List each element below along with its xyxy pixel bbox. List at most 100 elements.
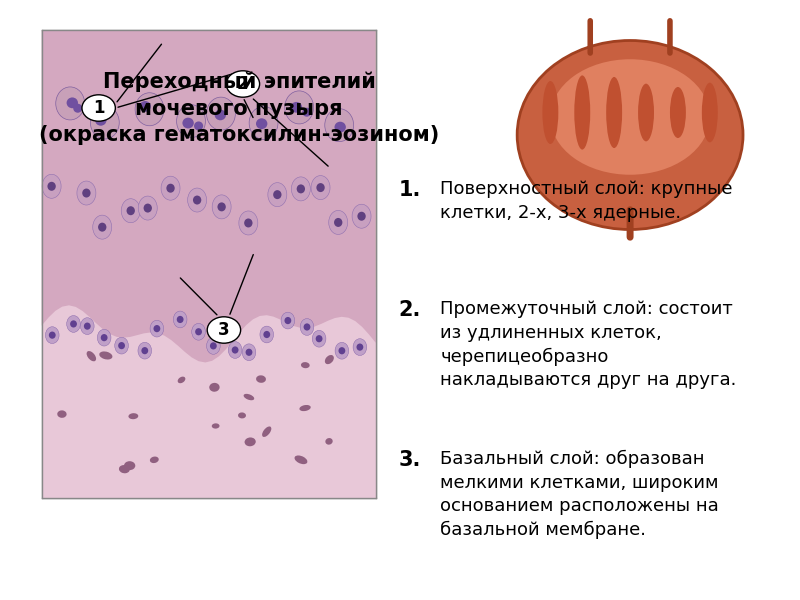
Ellipse shape xyxy=(47,182,56,191)
Ellipse shape xyxy=(166,184,174,193)
Ellipse shape xyxy=(90,106,119,139)
Ellipse shape xyxy=(46,327,59,344)
Ellipse shape xyxy=(638,83,654,142)
Ellipse shape xyxy=(177,104,206,137)
Ellipse shape xyxy=(303,323,310,331)
Ellipse shape xyxy=(138,196,158,220)
Ellipse shape xyxy=(135,93,164,126)
Ellipse shape xyxy=(263,331,270,338)
Ellipse shape xyxy=(212,195,231,219)
Circle shape xyxy=(226,71,259,97)
Ellipse shape xyxy=(188,188,206,212)
Text: 1: 1 xyxy=(93,99,104,117)
Ellipse shape xyxy=(74,104,82,113)
Text: 3.: 3. xyxy=(398,450,421,470)
Ellipse shape xyxy=(124,461,135,470)
Ellipse shape xyxy=(670,87,686,138)
Ellipse shape xyxy=(334,218,342,227)
Ellipse shape xyxy=(174,311,187,328)
Ellipse shape xyxy=(352,204,371,228)
Ellipse shape xyxy=(542,81,558,144)
Ellipse shape xyxy=(262,427,271,437)
Ellipse shape xyxy=(550,59,710,175)
Ellipse shape xyxy=(139,101,151,112)
Ellipse shape xyxy=(84,323,90,330)
Ellipse shape xyxy=(357,344,363,351)
Text: 3: 3 xyxy=(218,321,230,339)
Ellipse shape xyxy=(99,352,113,359)
Ellipse shape xyxy=(212,424,219,428)
Ellipse shape xyxy=(182,118,194,128)
Ellipse shape xyxy=(326,438,333,445)
Ellipse shape xyxy=(291,177,310,201)
Ellipse shape xyxy=(81,318,94,335)
Ellipse shape xyxy=(297,184,305,193)
Ellipse shape xyxy=(325,355,334,364)
Ellipse shape xyxy=(242,344,256,361)
Ellipse shape xyxy=(244,218,253,227)
Ellipse shape xyxy=(138,342,152,359)
Ellipse shape xyxy=(256,376,266,383)
FancyBboxPatch shape xyxy=(42,287,376,498)
Ellipse shape xyxy=(118,342,125,349)
Ellipse shape xyxy=(58,410,66,418)
Ellipse shape xyxy=(228,341,242,358)
Circle shape xyxy=(82,95,115,121)
Ellipse shape xyxy=(239,211,258,235)
Ellipse shape xyxy=(192,323,206,340)
Ellipse shape xyxy=(273,190,282,199)
Ellipse shape xyxy=(316,335,322,343)
Ellipse shape xyxy=(353,339,366,356)
Ellipse shape xyxy=(122,199,140,223)
Ellipse shape xyxy=(285,91,314,124)
Ellipse shape xyxy=(193,196,202,205)
Ellipse shape xyxy=(66,316,80,332)
Ellipse shape xyxy=(311,176,330,200)
Ellipse shape xyxy=(177,316,183,323)
Text: Базальный слой: образован
мелкими клетками, широким
основанием расположены на
ба: Базальный слой: образован мелкими клетка… xyxy=(440,450,719,539)
Ellipse shape xyxy=(150,320,164,337)
Ellipse shape xyxy=(154,325,160,332)
Ellipse shape xyxy=(70,320,77,328)
Text: Промежуточный слой: состоит
из удлиненных клеток,
черепицеобразно
накладываются : Промежуточный слой: состоит из удлиненны… xyxy=(440,300,737,389)
Ellipse shape xyxy=(245,437,256,446)
Ellipse shape xyxy=(98,329,111,346)
Ellipse shape xyxy=(56,87,85,120)
Text: 2.: 2. xyxy=(398,300,421,320)
Ellipse shape xyxy=(210,383,220,392)
Ellipse shape xyxy=(312,331,326,347)
Ellipse shape xyxy=(329,211,348,235)
Ellipse shape xyxy=(194,121,203,130)
Ellipse shape xyxy=(142,347,148,354)
Ellipse shape xyxy=(574,76,590,149)
Ellipse shape xyxy=(161,176,180,200)
Ellipse shape xyxy=(93,215,112,239)
Ellipse shape xyxy=(95,115,106,125)
Ellipse shape xyxy=(316,183,325,192)
Ellipse shape xyxy=(290,102,302,113)
Ellipse shape xyxy=(338,347,346,355)
Ellipse shape xyxy=(238,412,246,418)
Ellipse shape xyxy=(178,377,186,383)
Ellipse shape xyxy=(214,109,226,120)
Ellipse shape xyxy=(49,332,56,339)
Ellipse shape xyxy=(285,317,291,324)
Ellipse shape xyxy=(268,182,287,206)
Ellipse shape xyxy=(702,83,718,142)
Circle shape xyxy=(207,317,241,343)
Ellipse shape xyxy=(77,181,96,205)
Ellipse shape xyxy=(195,328,202,335)
Ellipse shape xyxy=(260,326,274,343)
Ellipse shape xyxy=(114,337,129,354)
Ellipse shape xyxy=(256,118,267,129)
Ellipse shape xyxy=(129,413,138,419)
Ellipse shape xyxy=(143,203,152,212)
Ellipse shape xyxy=(358,212,366,221)
Ellipse shape xyxy=(210,342,217,349)
Text: 1.: 1. xyxy=(398,180,421,200)
Ellipse shape xyxy=(66,97,78,108)
Ellipse shape xyxy=(517,40,743,230)
Text: Поверхностный слой: крупные
клетки, 2-х, 3-х ядерные.: Поверхностный слой: крупные клетки, 2-х,… xyxy=(440,180,733,221)
Ellipse shape xyxy=(325,109,354,142)
Ellipse shape xyxy=(300,319,314,335)
